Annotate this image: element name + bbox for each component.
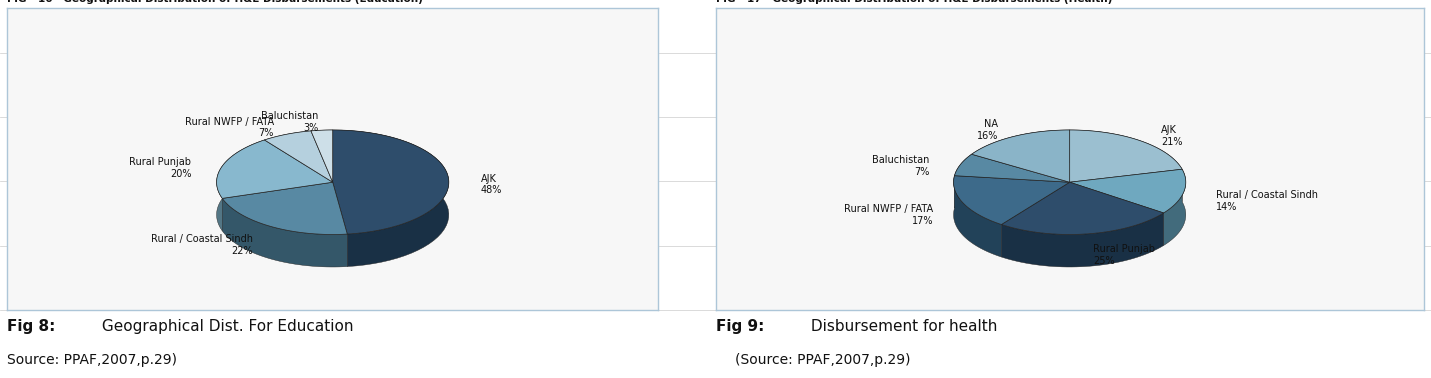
- Text: Source: PPAF,2007,p.29): Source: PPAF,2007,p.29): [7, 353, 177, 367]
- Text: FIG - 16   Geographical Distribution of H&E Disbursements (Education): FIG - 16 Geographical Distribution of H&…: [7, 0, 424, 4]
- Text: Geographical Dist. For Education: Geographical Dist. For Education: [97, 319, 353, 335]
- Text: Disbursement for health: Disbursement for health: [806, 319, 997, 335]
- Text: Fig 8:: Fig 8:: [7, 319, 56, 335]
- Text: FIG - 17   Geographical Distribution of H&E Disbursements (Health): FIG - 17 Geographical Distribution of H&…: [716, 0, 1112, 4]
- Text: (Source: PPAF,2007,p.29): (Source: PPAF,2007,p.29): [736, 353, 910, 367]
- Text: Fig 9:: Fig 9:: [716, 319, 764, 335]
